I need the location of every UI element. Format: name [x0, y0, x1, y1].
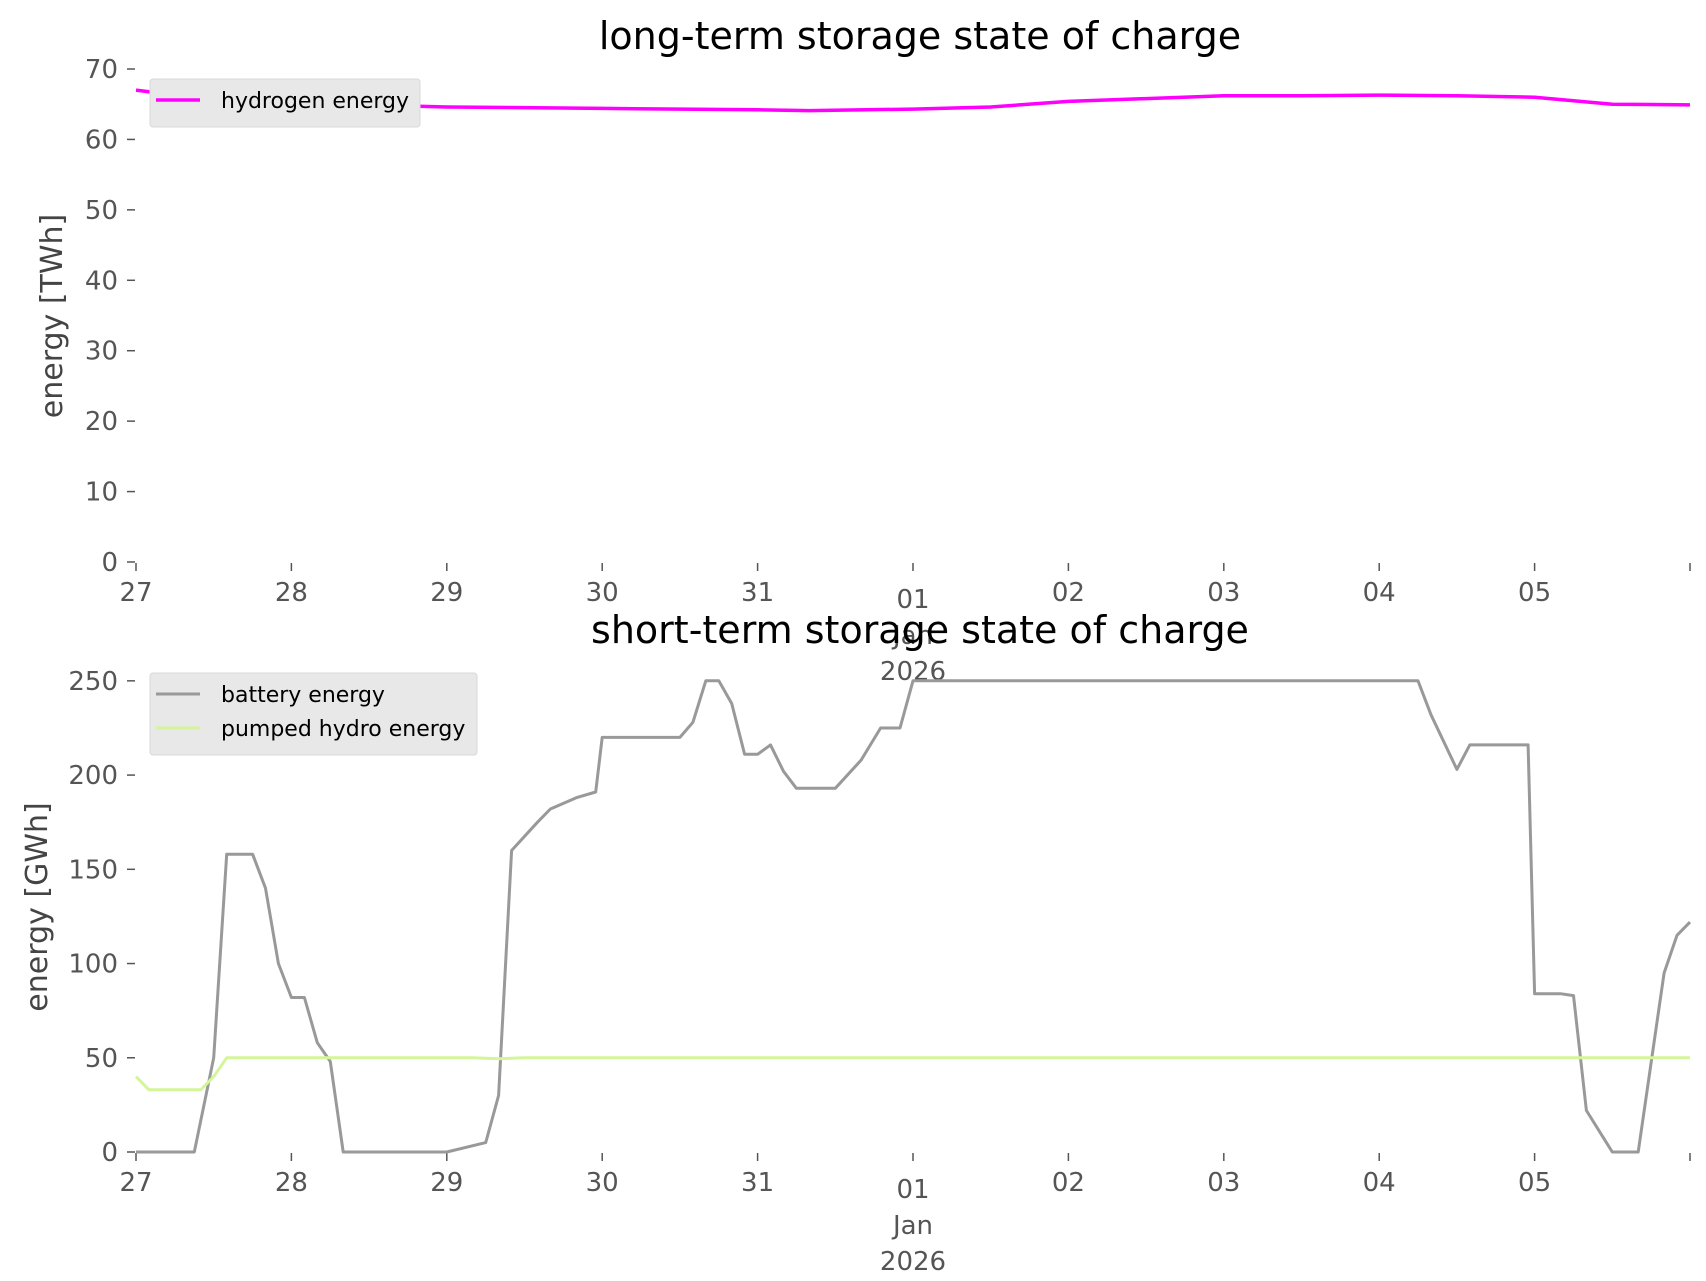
y-axis-label: energy [GWh]: [20, 802, 55, 1011]
y-tick-label: 10: [85, 478, 118, 508]
legend-label: battery energy: [221, 683, 385, 708]
plot-area: [135, 88, 1691, 113]
y-tick-label: 250: [68, 667, 118, 697]
legend-box: [149, 672, 478, 756]
y-tick-label: 70: [85, 55, 118, 85]
y-axis: 0 50 100 150 200 250: [68, 667, 135, 1168]
series-line: [134, 1056, 1690, 1092]
x-tick-label: 05: [1518, 1168, 1551, 1198]
chart-title: long-term storage state of charge: [599, 14, 1241, 58]
long-term-chart: long-term storage state of charge energy…: [35, 14, 1691, 687]
x-tick-sublabel: Jan: [891, 621, 933, 651]
y-tick-label: 0: [101, 548, 118, 578]
x-tick-label: 31: [741, 578, 774, 608]
x-tick-label: 01: [896, 1175, 929, 1205]
x-tick-label: 03: [1207, 578, 1240, 608]
series-line: [135, 88, 1691, 113]
series-line: [136, 679, 1692, 1154]
x-tick-sublabel: 2026: [880, 1247, 946, 1277]
y-axis: 0 10 20 30 40 50 60 70: [85, 55, 135, 578]
legend: hydrogen energy: [149, 78, 421, 128]
x-tick-label: 04: [1363, 578, 1396, 608]
x-tick-label: 29: [430, 1168, 463, 1198]
x-tick-label: 31: [741, 1168, 774, 1198]
x-tick-label: 27: [119, 1168, 152, 1198]
x-tick-label: 28: [275, 1168, 308, 1198]
y-tick-label: 30: [85, 337, 118, 367]
legend-label: pumped hydro energy: [221, 717, 465, 742]
x-tick-label: 05: [1518, 578, 1551, 608]
x-tick-sublabel: Jan: [891, 1211, 933, 1241]
y-tick-label: 40: [85, 266, 118, 296]
y-tick-label: 200: [68, 761, 118, 791]
x-tick-label: 01: [896, 585, 929, 615]
x-tick-label: 27: [119, 578, 152, 608]
legend: battery energy pumped hydro energy: [149, 672, 478, 756]
y-tick-label: 20: [85, 407, 118, 437]
legend-box: [149, 78, 421, 128]
chart-title: short-term storage state of charge: [591, 608, 1249, 652]
x-tick-label: 28: [275, 578, 308, 608]
x-tick-label: 29: [430, 578, 463, 608]
y-tick-label: 150: [68, 855, 118, 885]
x-tick-label: 30: [586, 1168, 619, 1198]
y-tick-label: 0: [101, 1138, 118, 1168]
x-tick-label: 04: [1363, 1168, 1396, 1198]
y-axis-label: energy [TWh]: [35, 214, 70, 418]
x-tick-label: 02: [1052, 578, 1085, 608]
x-tick-label: 02: [1052, 1168, 1085, 1198]
x-tick-label: 03: [1207, 1168, 1240, 1198]
x-axis: 27 28 29 30 31 01 Jan 2026 02 03 04 05: [119, 1153, 1691, 1277]
legend-label: hydrogen energy: [221, 89, 409, 114]
y-tick-label: 100: [68, 950, 118, 980]
short-term-chart: short-term storage state of charge energ…: [20, 608, 1692, 1277]
y-tick-label: 50: [85, 196, 118, 226]
plot-area: [134, 679, 1692, 1154]
y-tick-label: 50: [85, 1044, 118, 1074]
y-tick-label: 60: [85, 125, 118, 155]
x-tick-label: 30: [586, 578, 619, 608]
